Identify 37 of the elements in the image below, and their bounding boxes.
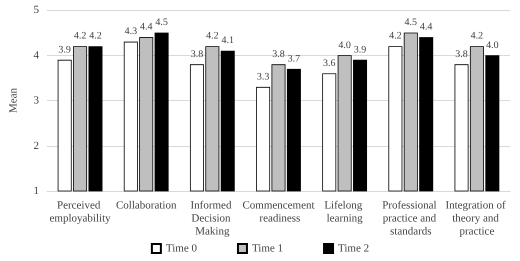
y-tick-label: 5 — [34, 4, 40, 16]
data-label: 4.5 — [404, 17, 418, 28]
x-tick-label: Integration of theory and practice — [445, 200, 508, 238]
data-label: 4.2 — [389, 30, 402, 42]
data-label: 4.2 — [74, 30, 86, 42]
x-tick-label: Lifelong learning — [324, 200, 365, 224]
data-label: 3.6 — [322, 58, 336, 69]
data-label: 4.3 — [124, 26, 138, 38]
data-label: 3.8 — [455, 48, 468, 60]
data-label: 4.2 — [89, 30, 102, 42]
data-label: 4.2 — [470, 30, 484, 42]
legend-label: Time 0 — [166, 242, 198, 254]
data-label: 4.4 — [420, 22, 432, 33]
legend-label: Time 2 — [338, 242, 370, 254]
data-label: 4.0 — [486, 40, 499, 51]
data-label: 3.8 — [272, 48, 285, 60]
legend-label: Time 1 — [252, 242, 284, 254]
data-label: 3.9 — [58, 44, 71, 56]
x-tick-label: Professional practice and standards — [382, 200, 440, 238]
data-label: 4.4 — [140, 22, 152, 33]
x-tick-label: Collaboration — [116, 200, 177, 212]
y-tick-label: 3 — [34, 94, 40, 106]
y-tick-label: 1 — [34, 185, 39, 197]
data-label: 4.1 — [222, 35, 234, 46]
data-label: 4.2 — [206, 30, 219, 42]
data-label: 3.7 — [288, 53, 300, 64]
y-axis-title: Mean — [8, 87, 20, 114]
x-tick-label: Commencement readiness — [242, 200, 315, 224]
data-label: 4.5 — [155, 17, 168, 28]
y-tick-label: 4 — [34, 49, 40, 62]
y-tick-label: 2 — [34, 140, 39, 152]
data-label: 4.0 — [338, 40, 351, 51]
x-tick-label: Perceived employability — [50, 200, 112, 224]
data-label: 3.3 — [256, 71, 270, 82]
data-label: 3.8 — [190, 48, 204, 60]
data-label: 3.9 — [354, 44, 366, 56]
x-tick-label: Informed Decision Making — [190, 200, 234, 238]
